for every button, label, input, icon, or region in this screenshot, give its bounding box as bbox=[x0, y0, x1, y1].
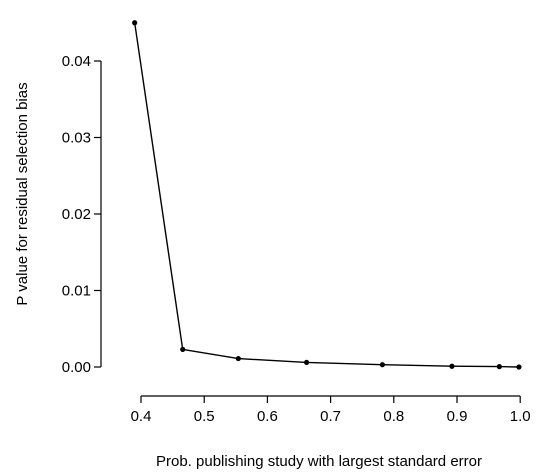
x-tick-label: 1.0 bbox=[510, 408, 531, 425]
series-layer bbox=[132, 20, 522, 370]
x-tick-label: 0.8 bbox=[383, 408, 404, 425]
x-axis-title: Prob. publishing study with largest stan… bbox=[156, 453, 482, 470]
data-point bbox=[303, 359, 310, 366]
x-tick-label: 0.4 bbox=[131, 408, 152, 425]
y-tick-label: 0.04 bbox=[62, 53, 91, 70]
y-axis: 0.00 0.01 0.02 0.03 0.04 bbox=[62, 53, 102, 376]
data-point bbox=[180, 346, 186, 353]
data-point bbox=[235, 355, 241, 362]
x-tick-label: 0.5 bbox=[194, 408, 215, 425]
data-point bbox=[516, 364, 522, 370]
x-axis: 0.4 0.5 0.6 0.7 0.8 0.9 1.0 bbox=[131, 395, 531, 425]
x-tick-label: 0.6 bbox=[257, 408, 278, 425]
data-point bbox=[496, 364, 502, 370]
y-tick-label: 0.02 bbox=[62, 206, 91, 223]
data-point bbox=[449, 363, 455, 369]
series-line bbox=[134, 22, 519, 368]
data-point bbox=[379, 362, 386, 368]
y-axis-title: P value for residual selection bias bbox=[14, 82, 31, 305]
y-tick-label: 0.01 bbox=[62, 283, 91, 300]
x-tick-label: 0.9 bbox=[447, 408, 468, 425]
x-tick-label: 0.7 bbox=[320, 408, 341, 425]
y-tick-label: 0.00 bbox=[62, 359, 91, 376]
data-point bbox=[132, 20, 138, 26]
y-tick-label: 0.03 bbox=[62, 130, 91, 147]
